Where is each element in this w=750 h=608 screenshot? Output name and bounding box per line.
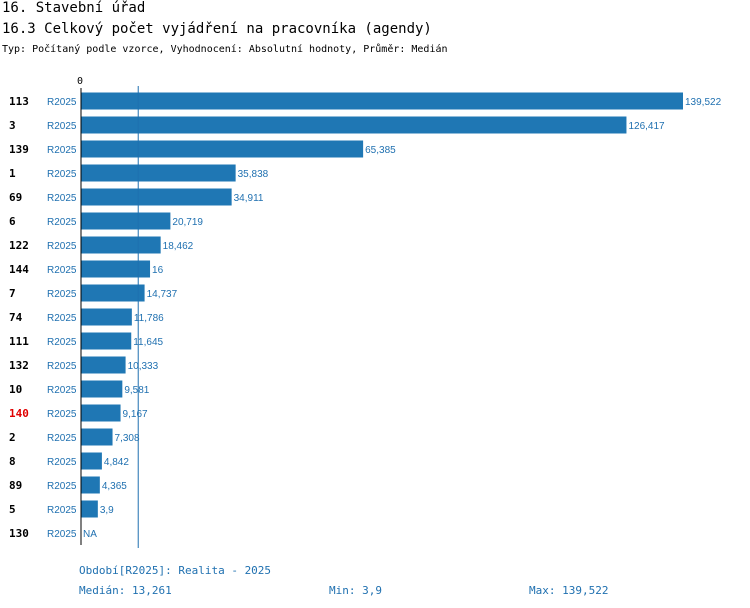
- bar: [81, 236, 161, 254]
- bar: [81, 404, 121, 422]
- bar: [81, 188, 232, 206]
- bar: [81, 260, 151, 278]
- period-label: R2025: [47, 265, 77, 276]
- category-label: 132: [9, 359, 29, 372]
- footer-period: Období[R2025]: Realita - 2025: [79, 564, 272, 577]
- period-label: R2025: [47, 433, 77, 444]
- data-label: 34,911: [234, 193, 264, 204]
- data-label: 126,417: [628, 121, 665, 132]
- period-label: R2025: [47, 217, 77, 228]
- period-label: R2025: [47, 121, 77, 132]
- period-label: R2025: [47, 361, 77, 372]
- data-label: 9,167: [123, 409, 148, 420]
- footer-min: Min: 3,9: [329, 584, 382, 597]
- data-label: 11,786: [134, 313, 164, 324]
- category-label: 113: [9, 95, 29, 108]
- data-label: 139,522: [685, 97, 722, 108]
- page-title: 16. Stavební úřad: [2, 0, 146, 16]
- data-label: NA: [83, 529, 97, 540]
- category-label: 3: [9, 119, 16, 132]
- data-label: 16: [152, 265, 164, 276]
- bar: [81, 356, 126, 374]
- data-label: 14,737: [147, 289, 178, 300]
- bar: [81, 140, 364, 158]
- data-label: 20,719: [172, 217, 203, 228]
- footer-median: Medián: 13,261: [79, 584, 172, 597]
- x-axis-tick-label: 0: [77, 76, 83, 87]
- data-label: 11,645: [133, 337, 163, 348]
- category-label: 74: [9, 311, 23, 324]
- footer-max: Max: 139,522: [529, 584, 609, 597]
- data-label: 35,838: [238, 169, 269, 180]
- category-label: 6: [9, 215, 16, 228]
- bar: [81, 164, 236, 182]
- bar: [81, 428, 113, 446]
- category-label: 139: [9, 143, 29, 156]
- data-label: 7,308: [115, 433, 140, 444]
- period-label: R2025: [47, 313, 77, 324]
- period-label: R2025: [47, 169, 77, 180]
- period-label: R2025: [47, 145, 77, 156]
- category-label: 130: [9, 527, 29, 540]
- category-label: 2: [9, 431, 16, 444]
- category-label: 5: [9, 503, 16, 516]
- period-label: R2025: [47, 529, 77, 540]
- category-label: 8: [9, 455, 16, 468]
- data-label: 65,385: [365, 145, 396, 156]
- data-label: 18,462: [163, 241, 194, 252]
- data-label: 3,9: [100, 505, 114, 516]
- data-label: 4,842: [104, 457, 129, 468]
- period-label: R2025: [47, 241, 77, 252]
- bar: [81, 476, 100, 494]
- category-label: 144: [9, 263, 29, 276]
- category-label: 140: [9, 407, 29, 420]
- category-label: 1: [9, 167, 16, 180]
- period-label: R2025: [47, 457, 77, 468]
- data-label: 10,333: [128, 361, 159, 372]
- period-label: R2025: [47, 337, 77, 348]
- period-label: R2025: [47, 481, 77, 492]
- bar: [81, 308, 132, 326]
- category-label: 122: [9, 239, 29, 252]
- period-label: R2025: [47, 289, 77, 300]
- period-label: R2025: [47, 505, 77, 516]
- bar: [81, 116, 627, 134]
- bar-chart: 0 113 R2025 139,522 3 R2025 126,417 139 R2025 65,…: [9, 76, 722, 548]
- bar: [81, 284, 145, 302]
- period-label: R2025: [47, 193, 77, 204]
- category-label: 7: [9, 287, 16, 300]
- period-label: R2025: [47, 97, 77, 108]
- period-label: R2025: [47, 385, 77, 396]
- chart-meta: Typ: Počítaný podle vzorce, Vyhodnocení:…: [2, 44, 448, 55]
- category-label: 10: [9, 383, 22, 396]
- bar: [81, 500, 98, 518]
- bar: [81, 332, 132, 350]
- bar: [81, 452, 102, 470]
- category-label: 111: [9, 335, 29, 348]
- data-label: 9,581: [124, 385, 149, 396]
- bar: [81, 380, 123, 398]
- bar: [81, 212, 171, 230]
- category-label: 89: [9, 479, 22, 492]
- data-label: 4,365: [102, 481, 127, 492]
- chart-subtitle: 16.3 Celkový počet vyjádření na pracovní…: [2, 21, 432, 37]
- period-label: R2025: [47, 409, 77, 420]
- bar: [81, 92, 683, 110]
- category-label: 69: [9, 191, 22, 204]
